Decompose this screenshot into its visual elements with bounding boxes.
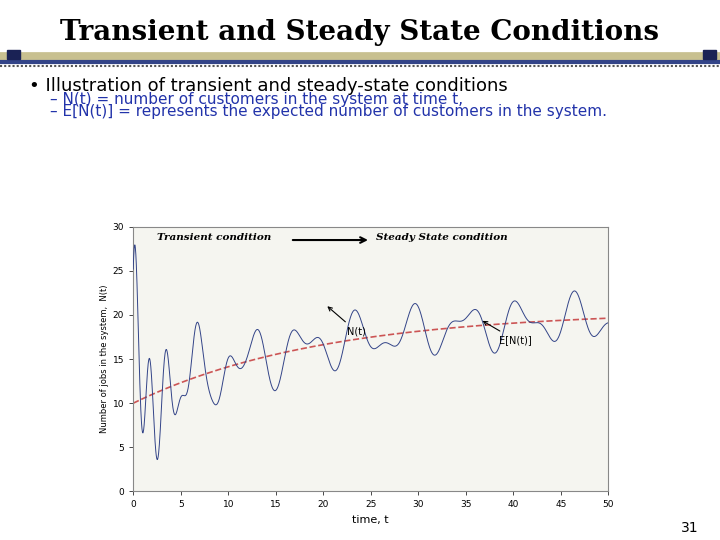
- Text: – E[N(t)] = represents the expected number of customers in the system.: – E[N(t)] = represents the expected numb…: [50, 104, 608, 119]
- Y-axis label: Number of jobs in the system,  N(t): Number of jobs in the system, N(t): [99, 285, 109, 433]
- Text: E[N(t)]: E[N(t)]: [484, 321, 532, 345]
- Text: Transient and Steady State Conditions: Transient and Steady State Conditions: [60, 19, 660, 46]
- Text: Transient condition: Transient condition: [157, 233, 271, 242]
- Text: Steady State condition: Steady State condition: [376, 233, 507, 242]
- Text: N(t): N(t): [328, 307, 366, 336]
- Text: – N(t) = number of customers in the system at time t,: – N(t) = number of customers in the syst…: [50, 92, 464, 107]
- X-axis label: time, t: time, t: [353, 515, 389, 525]
- Text: • Illustration of transient and steady-state conditions: • Illustration of transient and steady-s…: [29, 77, 508, 94]
- Text: 31: 31: [681, 521, 698, 535]
